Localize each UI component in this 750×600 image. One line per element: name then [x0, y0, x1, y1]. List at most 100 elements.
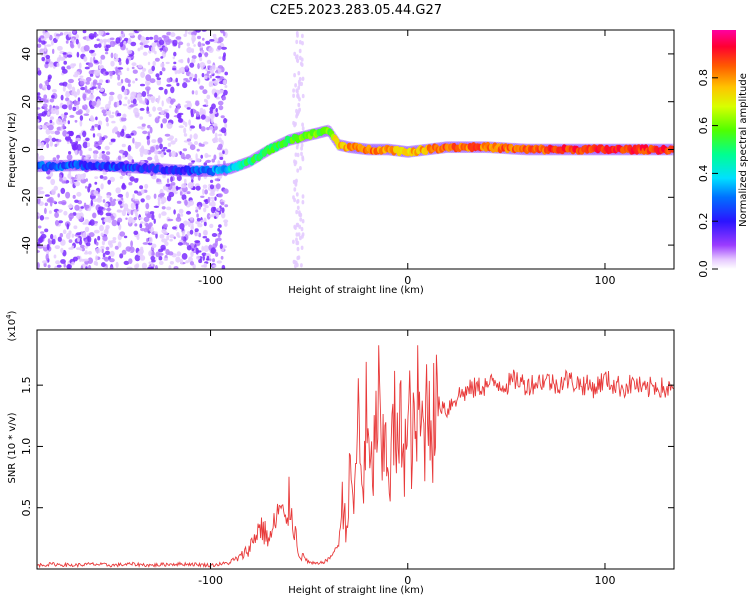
- noise-speckle: [219, 30, 225, 34]
- noise-speckle: [111, 120, 116, 124]
- noise-speckle: [44, 216, 50, 220]
- noise-speckle: [300, 146, 303, 151]
- noise-speckle: [301, 234, 304, 239]
- noise-speckle: [45, 54, 51, 60]
- noise-speckle: [76, 191, 82, 197]
- noise-speckle: [84, 226, 90, 233]
- noise-speckle: [41, 40, 46, 45]
- noise-speckle: [62, 229, 67, 234]
- noise-speckle: [210, 70, 214, 75]
- noise-speckle: [127, 79, 131, 84]
- noise-speckle: [70, 63, 75, 69]
- noise-speckle: [191, 58, 196, 64]
- noise-speckle: [165, 112, 170, 119]
- noise-speckle: [71, 90, 77, 96]
- noise-speckle: [161, 149, 166, 152]
- noise-speckle: [138, 217, 143, 220]
- snr-multiplier-exponent: 4: [5, 314, 13, 319]
- noise-speckle: [170, 32, 176, 38]
- noise-speckle: [82, 141, 89, 149]
- noise-speckle: [85, 266, 88, 269]
- noise-speckle: [159, 143, 163, 150]
- noise-speckle: [163, 223, 168, 229]
- noise-speckle: [196, 148, 200, 152]
- noise-speckle: [211, 64, 216, 71]
- noise-speckle: [93, 229, 100, 234]
- noise-speckle: [180, 152, 185, 159]
- noise-speckle: [293, 187, 297, 192]
- noise-speckle: [295, 232, 299, 237]
- noise-speckle: [92, 81, 97, 87]
- noise-speckle: [294, 225, 297, 230]
- noise-speckle: [109, 242, 113, 248]
- noise-speckle: [153, 193, 157, 199]
- noise-speckle: [67, 120, 71, 125]
- noise-speckle: [181, 194, 187, 201]
- noise-speckle: [109, 114, 115, 119]
- noise-speckle: [211, 158, 215, 163]
- noise-speckle: [65, 92, 71, 98]
- noise-speckle: [49, 34, 53, 41]
- noise-speckle: [299, 166, 302, 171]
- noise-speckle: [158, 39, 165, 46]
- noise-speckle: [301, 126, 305, 131]
- noise-speckle: [296, 255, 300, 261]
- colorbar: 0.0 0.2 0.4 0.6 0.8 Normalized spectral ampl…: [697, 30, 749, 278]
- noise-speckle: [94, 123, 99, 128]
- noise-speckle: [112, 237, 117, 241]
- noise-speckle: [62, 56, 66, 61]
- noise-speckle: [116, 100, 120, 107]
- noise-speckle: [68, 230, 72, 235]
- snr-y-axis-label: SNR (10 * v/v): [7, 412, 18, 483]
- noise-speckle: [81, 247, 85, 252]
- noise-speckle: [219, 76, 223, 81]
- noise-speckle: [37, 250, 40, 253]
- noise-speckle: [140, 221, 144, 224]
- noise-speckle: [102, 252, 106, 258]
- noise-speckle: [158, 256, 163, 261]
- noise-speckle: [194, 73, 198, 79]
- noise-speckle: [118, 61, 122, 66]
- noise-speckle: [212, 138, 216, 144]
- noise-speckle: [93, 43, 99, 49]
- noise-speckle: [186, 138, 192, 142]
- noise-speckle: [75, 100, 80, 106]
- noise-speckle: [155, 144, 160, 150]
- noise-speckle: [146, 139, 151, 146]
- noise-speckle: [204, 75, 208, 80]
- noise-speckle: [73, 225, 78, 230]
- noise-speckle: [209, 110, 213, 114]
- noise-speckle: [195, 247, 199, 255]
- noise-speckle: [166, 77, 172, 83]
- noise-speckle: [81, 154, 85, 162]
- noise-speckle: [183, 220, 189, 226]
- noise-speckle: [169, 238, 173, 242]
- noise-speckle: [135, 144, 139, 150]
- noise-speckle: [295, 88, 299, 93]
- noise-speckle: [102, 235, 108, 242]
- noise-speckle: [189, 76, 193, 81]
- noise-speckle: [196, 217, 201, 222]
- noise-speckle: [54, 245, 61, 250]
- noise-speckle: [43, 94, 48, 100]
- noise-speckle: [190, 125, 195, 129]
- noise-speckle: [191, 37, 195, 45]
- noise-speckle: [94, 181, 98, 185]
- noise-speckle: [194, 228, 199, 233]
- noise-speckle: [161, 211, 167, 216]
- noise-speckle: [294, 83, 297, 88]
- noise-speckle: [79, 120, 83, 127]
- noise-speckle: [90, 199, 94, 207]
- spectrogram-x-tick-label: -100: [198, 274, 223, 287]
- noise-speckle: [175, 77, 178, 83]
- noise-speckle: [177, 213, 181, 219]
- noise-speckle: [128, 258, 133, 264]
- noise-speckle: [195, 100, 200, 107]
- snr-y-tick-label: 1.5: [20, 376, 33, 394]
- noise-speckle: [74, 119, 78, 123]
- noise-speckle: [82, 232, 87, 239]
- spectrogram-y-tick-label: -40: [20, 236, 33, 254]
- noise-speckle: [135, 78, 138, 81]
- noise-speckle: [149, 78, 156, 84]
- noise-speckle: [44, 202, 48, 207]
